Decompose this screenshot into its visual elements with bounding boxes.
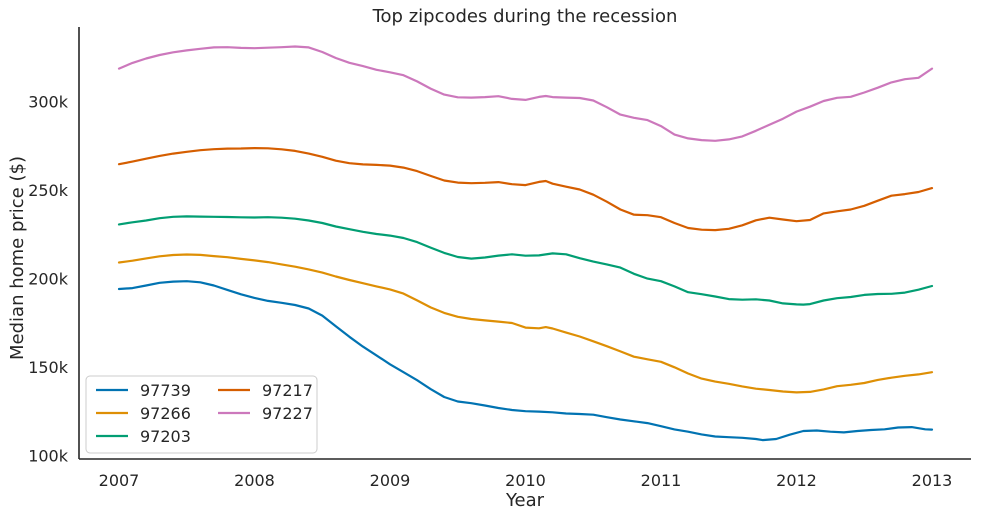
x-tick-label: 2008: [234, 471, 275, 490]
series-lines: [117, 45, 934, 442]
x-tick-label: 2007: [99, 471, 140, 490]
legend: 97739 97266 97203 97217 97227: [85, 375, 318, 454]
x-tick-label: 2010: [505, 471, 546, 490]
legend-box: [85, 375, 318, 454]
x-tick-label: 2013: [912, 471, 953, 490]
series-line-97227: [117, 45, 934, 142]
chart-title: Top zipcodes during the recession: [372, 6, 678, 27]
y-tick-label: 100k: [28, 446, 69, 465]
legend-label-97266: 97266: [140, 404, 191, 423]
y-tick-label: 300k: [28, 92, 69, 111]
y-tick-label: 200k: [28, 269, 69, 288]
x-tick-labels: 2007 2008 2009 2010 2011 2012 2013: [99, 471, 953, 490]
x-axis-label: Year: [505, 490, 545, 511]
series-line-97217: [117, 147, 934, 232]
x-tick-label: 2011: [641, 471, 682, 490]
y-tick-labels: 100k 150k 200k 250k 300k: [28, 92, 69, 465]
legend-label-97203: 97203: [140, 427, 191, 446]
y-tick-label: 150k: [28, 358, 69, 377]
series-line-97739: [117, 280, 934, 442]
series-line-97266: [117, 253, 934, 394]
y-tick-label: 250k: [28, 181, 69, 200]
x-tick-label: 2009: [370, 471, 411, 490]
x-tick-label: 2012: [776, 471, 817, 490]
axes: [78, 27, 971, 460]
series-line-97203: [117, 215, 934, 306]
legend-label-97217: 97217: [262, 381, 313, 400]
legend-label-97227: 97227: [262, 404, 313, 423]
legend-label-97739: 97739: [140, 381, 191, 400]
y-axis-label: Median home price ($): [7, 156, 28, 360]
